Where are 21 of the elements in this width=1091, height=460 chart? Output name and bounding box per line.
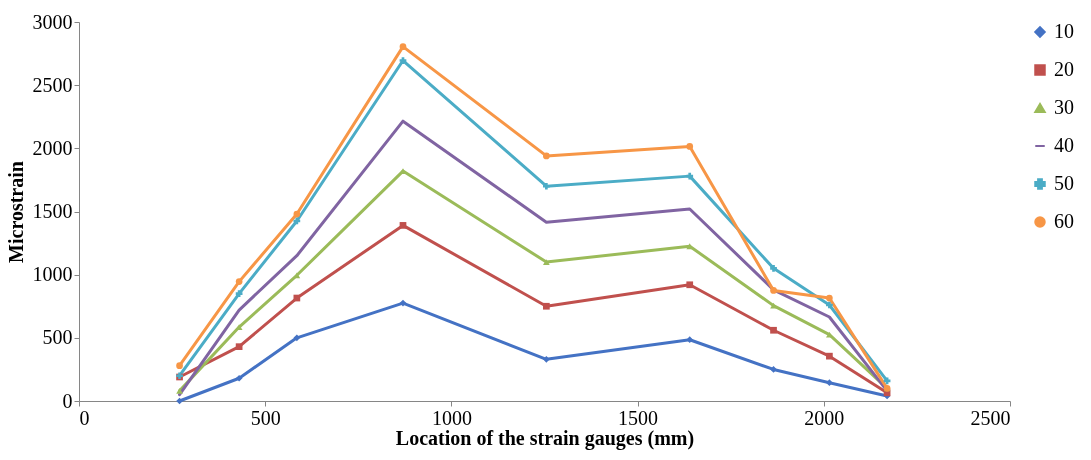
legend-label: 50 (1054, 172, 1074, 194)
x-tick-label: 2000 (804, 406, 845, 429)
legend-label: 20 (1054, 58, 1074, 80)
legend-label: 40 (1054, 134, 1074, 156)
x-tick-label: 1500 (618, 406, 659, 429)
legend-label: 10 (1054, 20, 1074, 42)
legend-label: 60 (1054, 210, 1074, 232)
y-axis-title: Microstrain (4, 161, 27, 263)
y-tick-label: 500 (42, 326, 73, 349)
x-axis-title: Location of the strain gauges (mm) (395, 426, 695, 450)
x-tick-label: 500 (250, 406, 281, 429)
x-tick-label: 0 (79, 406, 90, 429)
x-tick-label: 2500 (970, 406, 1011, 429)
y-tick-label: 1500 (32, 200, 73, 222)
y-tick-label: 1000 (32, 263, 73, 286)
y-tick-label: 2500 (32, 73, 73, 96)
y-tick-label: 3000 (32, 10, 73, 33)
y-tick-label: 2000 (32, 136, 73, 159)
y-tick-label: 0 (62, 389, 73, 412)
x-tick-label: 1000 (431, 406, 472, 429)
legend-label: 30 (1054, 96, 1074, 118)
